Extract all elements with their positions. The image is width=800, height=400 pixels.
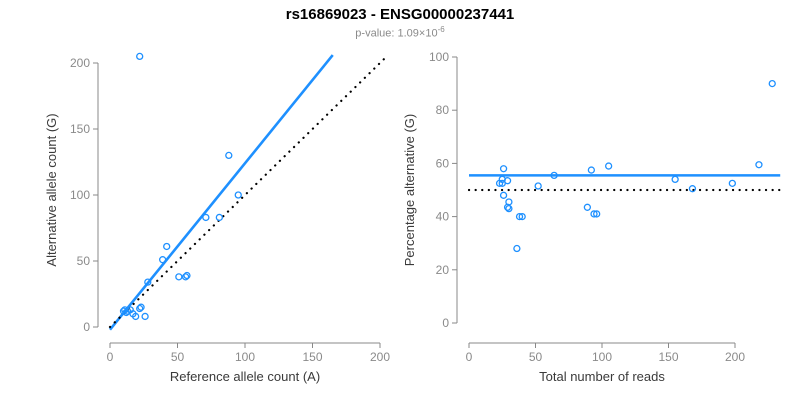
y-tick-label: 100	[429, 50, 449, 64]
data-point	[175, 273, 183, 281]
data-point	[158, 256, 167, 264]
data-point	[605, 162, 613, 170]
y-tick-label: 40	[436, 210, 450, 224]
data-point	[131, 312, 140, 321]
data-point	[499, 165, 508, 173]
y-axis-title: Alternative allele count (G)	[44, 113, 59, 266]
y-tick-label: 80	[436, 103, 450, 117]
y-tick-label: 200	[70, 56, 90, 70]
data-point	[768, 79, 776, 88]
data-point	[518, 212, 526, 221]
x-tick-label: 200	[370, 350, 390, 364]
data-point	[513, 244, 521, 253]
data-point	[688, 185, 697, 193]
x-tick-label: 50	[529, 350, 543, 364]
data-point	[503, 203, 512, 211]
data-point	[515, 212, 524, 221]
data-point	[141, 312, 149, 321]
figure-title: rs16869023 - ENSG00000237441	[285, 6, 515, 23]
y-tick-label: 60	[436, 156, 450, 170]
x-axis-title: Total number of reads	[539, 369, 665, 384]
x-tick-label: 150	[658, 350, 678, 364]
x-tick-label: 50	[171, 350, 185, 364]
data-point	[183, 271, 191, 280]
data-point	[163, 242, 171, 251]
x-tick-label: 100	[592, 350, 612, 364]
pvalue-label: p-value: 1.09×10	[355, 27, 438, 40]
x-tick-label: 0	[107, 350, 114, 364]
data-point	[202, 213, 210, 222]
data-point	[728, 179, 736, 188]
figure-subtitle: p-value: 1.09×10-6	[0, 25, 800, 40]
x-tick-label: 150	[302, 350, 322, 364]
data-point	[505, 204, 513, 213]
identity-line	[108, 53, 390, 329]
data-point	[499, 191, 508, 199]
data-point	[593, 210, 601, 218]
plot-panel-left: 0 50 100 150 200 0 50 100 150 200 Reference allele…	[44, 52, 390, 384]
x-tick-label: 200	[725, 350, 745, 364]
data-point	[503, 177, 512, 185]
data-point	[534, 182, 542, 190]
data-point	[755, 161, 763, 169]
data-point	[583, 203, 592, 211]
y-tick-label: 150	[70, 122, 90, 136]
data-point	[181, 273, 190, 281]
data-point	[215, 213, 224, 222]
x-tick-label: 0	[466, 350, 473, 364]
y-tick-label: 50	[77, 254, 91, 268]
data-point	[550, 171, 558, 180]
data-point	[136, 52, 144, 61]
data-point	[590, 210, 598, 218]
x-tick-label: 100	[235, 350, 255, 364]
y-tick-label: 0	[83, 320, 90, 334]
y-tick-label: 100	[70, 188, 90, 202]
y-tick-label: 20	[436, 263, 450, 277]
data-point	[136, 304, 144, 313]
data-point	[137, 303, 145, 311]
data-point	[671, 175, 679, 184]
plot-panel-right: 0 20 40 60 80 100 0 50 100 150 200 Total number of …	[402, 50, 782, 384]
y-tick-label: 0	[442, 316, 449, 330]
data-point	[144, 278, 152, 286]
y-axis-title: Percentage alternative (G)	[402, 114, 417, 266]
regression-line	[108, 54, 334, 331]
data-point	[234, 191, 242, 199]
x-axis-title: Reference allele count (A)	[170, 369, 320, 384]
pvalue-exponent: -6	[437, 25, 445, 34]
data-point	[587, 166, 596, 174]
data-point	[225, 151, 233, 160]
